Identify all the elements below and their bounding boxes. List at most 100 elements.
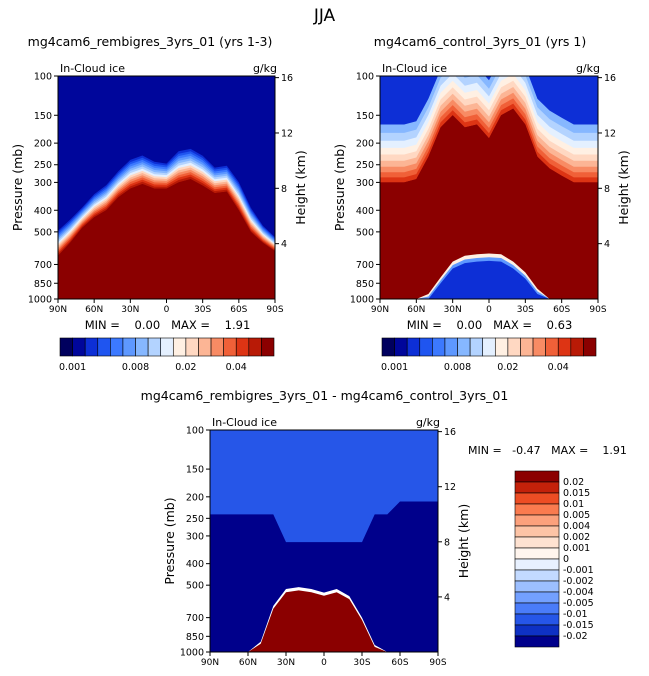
colorbar-swatch xyxy=(557,337,572,357)
panel-3-chart: 100 150 200 250 300 400 500 700 850 1000 16 12 8 4 90N… xyxy=(162,416,471,668)
colorbar-label: 0.001 xyxy=(59,362,86,373)
lat-tick-label: 90N xyxy=(49,305,67,315)
units-label: g/kg xyxy=(576,62,600,75)
units-label: g/kg xyxy=(416,416,440,429)
colorbar-label: -0.002 xyxy=(563,576,594,587)
colorbar-swatch xyxy=(514,591,560,604)
pressure-tick-label: 300 xyxy=(34,178,52,189)
colorbar-swatch xyxy=(185,337,199,357)
contour-band-max xyxy=(380,108,598,299)
plot-area-3 xyxy=(210,430,438,652)
panel-1-title: mg4cam6_rembigres_3yrs_01 (yrs 1-3) xyxy=(27,34,273,49)
colorbar-swatch xyxy=(198,337,212,357)
lat-tick-label: 60S xyxy=(553,305,570,315)
colorbar-label: -0.005 xyxy=(563,598,594,609)
colorbar-swatch xyxy=(59,337,73,357)
colorbar-swatch xyxy=(514,514,560,527)
lat-tick-label: 30N xyxy=(444,305,462,315)
colorbar-label: 0.04 xyxy=(226,362,247,373)
colorbar-label: -0.001 xyxy=(563,565,594,576)
lat-tick-label: 30S xyxy=(517,305,534,315)
colorbar-swatch xyxy=(135,337,149,357)
colorbar-swatch xyxy=(514,580,560,593)
colorbar-swatch xyxy=(444,337,458,357)
colorbar-label: -0.02 xyxy=(563,631,588,642)
colorbar-swatch xyxy=(514,525,560,538)
colorbar-swatch xyxy=(520,337,534,357)
pressure-tick-label: 300 xyxy=(186,531,204,542)
lat-tick-label: 90S xyxy=(429,658,446,668)
pressure-tick-label: 200 xyxy=(34,139,52,150)
colorbar-swatch xyxy=(457,337,471,357)
pressure-tick-label: 200 xyxy=(356,139,374,150)
colorbar-swatch xyxy=(97,337,111,357)
colorbar-swatch xyxy=(482,337,496,357)
panel-2-colorbar: 0.001 0.008 0.02 0.04 xyxy=(381,337,597,373)
colorbar-swatch xyxy=(394,337,408,357)
panel-1-chart: 100 150 200 250 300 400 500 700 850 1000 16 12 8 4 90N… xyxy=(10,62,308,315)
lat-tick-label: 0 xyxy=(486,305,492,315)
colorbar-swatch xyxy=(172,337,187,357)
contour-band-max xyxy=(58,179,275,299)
pressure-tick-label: 850 xyxy=(186,632,204,643)
pressure-tick-label: 500 xyxy=(186,581,204,592)
colorbar-swatch xyxy=(532,337,546,357)
pressure-tick-label: 1000 xyxy=(28,295,52,306)
colorbar-swatch xyxy=(514,624,560,637)
colorbar-swatch xyxy=(469,337,484,357)
pressure-tick-label: 200 xyxy=(186,492,204,503)
colorbar-label: 0.001 xyxy=(563,543,590,554)
pressure-tick-label: 400 xyxy=(356,206,374,217)
pressure-tick-label: 150 xyxy=(356,111,374,122)
lat-tick-label: 60S xyxy=(391,658,408,668)
colorbar-swatch xyxy=(147,337,162,357)
pressure-tick-label: 100 xyxy=(356,72,374,83)
colorbar-swatch xyxy=(545,337,559,357)
colorbar-swatch xyxy=(160,337,174,357)
colorbar-swatch xyxy=(514,613,560,626)
pressure-tick-label: 700 xyxy=(356,260,374,271)
colorbar-label: 0.02 xyxy=(175,362,196,373)
colorbar-swatch xyxy=(248,337,262,357)
pressure-tick-label: 100 xyxy=(186,426,204,437)
pressure-tick-label: 1000 xyxy=(180,648,204,659)
panel-2-title: mg4cam6_control_3yrs_01 (yrs 1) xyxy=(373,34,587,49)
height-tick-label: 16 xyxy=(604,73,616,84)
colorbar-swatch xyxy=(514,635,560,648)
pressure-tick-label: 300 xyxy=(356,178,374,189)
y-axis-title: Pressure (mb) xyxy=(10,144,25,231)
pressure-tick-label: 150 xyxy=(186,465,204,476)
height-tick-label: 4 xyxy=(604,239,610,250)
height-tick-label: 4 xyxy=(281,239,287,250)
field-label: In-Cloud ice xyxy=(382,62,447,75)
pressure-tick-label: 400 xyxy=(186,559,204,570)
lat-tick-label: 60N xyxy=(85,305,103,315)
colorbar-swatch xyxy=(514,503,560,516)
colorbar-swatch xyxy=(72,337,86,357)
colorbar-swatch xyxy=(223,337,237,357)
colorbar-swatch xyxy=(381,337,395,357)
colorbar-label: -0.004 xyxy=(563,587,594,598)
colorbar-swatch xyxy=(261,337,275,357)
height-tick-label: 16 xyxy=(281,73,293,84)
colorbar-swatch xyxy=(514,547,560,560)
colorbar-swatch xyxy=(122,337,136,357)
plot-area-2 xyxy=(380,76,598,299)
height-tick-label: 4 xyxy=(444,592,450,603)
lat-tick-label: 60S xyxy=(230,305,247,315)
plot-area-1 xyxy=(58,76,275,299)
panel-3-stats: MIN = -0.47 MAX = 1.91 xyxy=(468,444,627,457)
panel-1-stats: MIN = 0.00 MAX = 1.91 xyxy=(84,318,251,332)
lat-tick-label: 0 xyxy=(321,658,327,668)
pressure-tick-label: 250 xyxy=(34,160,52,171)
colorbar-swatch xyxy=(583,337,597,357)
colorbar-swatch xyxy=(235,337,250,357)
colorbar-swatch xyxy=(432,337,446,357)
pressure-tick-label: 150 xyxy=(34,111,52,122)
colorbar-swatch xyxy=(210,337,224,357)
panel-2-chart: 100 150 200 250 300 400 500 700 850 1000 16 12 8 4 90N… xyxy=(332,62,631,315)
colorbar-label: 0.001 xyxy=(381,362,408,373)
lat-tick-label: 60N xyxy=(407,305,425,315)
pressure-tick-label: 250 xyxy=(356,160,374,171)
